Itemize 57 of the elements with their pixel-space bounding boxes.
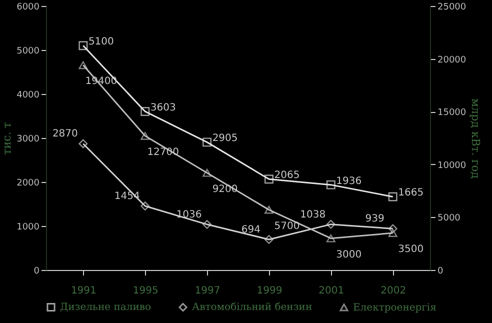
point [264, 234, 274, 244]
y-tick-label: 3000 [16, 134, 40, 144]
y2-tick-label: 20000 [438, 55, 466, 66]
data-label: 1936 [336, 176, 362, 187]
point [264, 174, 274, 184]
data-label: 5700 [274, 220, 300, 232]
data-label: 2905 [212, 133, 238, 144]
y-tick-label: 4000 [16, 90, 40, 100]
point [388, 224, 398, 234]
point [140, 132, 150, 140]
legend-label: Автомобільний бензин [192, 302, 312, 314]
data-label: 1036 [176, 209, 202, 220]
data-label: 3603 [150, 102, 176, 114]
point [140, 106, 150, 116]
point [202, 138, 212, 147]
y-tick-label: 0 [34, 266, 40, 276]
data-label: 5100 [88, 36, 114, 48]
y2-tick-label: 10000 [438, 160, 466, 171]
point [78, 139, 88, 148]
x-tick-label: 2002 [380, 286, 406, 296]
data-label: 939 [365, 214, 384, 225]
data-label: 694 [241, 224, 261, 236]
data-label: 3000 [336, 249, 362, 260]
y2-tick-label: 15000 [438, 108, 466, 118]
data-label: 2065 [274, 170, 300, 182]
y-axis-title: тис. т [0, 122, 14, 155]
point [326, 220, 336, 229]
point [78, 41, 88, 50]
data-label: 2870 [52, 128, 78, 140]
x-tick-label: 1997 [194, 286, 220, 296]
y2-tick-label: 5000 [438, 214, 461, 224]
point [326, 234, 336, 242]
y-tick-label: 2000 [16, 178, 40, 188]
y2-tick-label: 25000 [438, 2, 466, 12]
data-label: 3500 [398, 244, 424, 256]
x-tick-label: 1991 [70, 286, 96, 296]
data-label: 1038 [300, 209, 326, 220]
data-label: 1665 [398, 188, 424, 199]
point [202, 220, 212, 229]
point [388, 229, 398, 237]
point [326, 180, 336, 190]
point [202, 168, 212, 177]
data-label: 9200 [212, 184, 238, 195]
point [388, 192, 398, 202]
x-tick-label: 2001 [318, 286, 344, 296]
legend-label: Електроенергія [353, 302, 436, 314]
x-tick-label: 1995 [132, 286, 158, 296]
y-tick-label: 6000 [16, 2, 40, 12]
point [140, 202, 150, 210]
y2-axis-title: млрд кВт. год [469, 98, 482, 179]
point [78, 61, 88, 70]
y2-tick-label: 0 [438, 266, 444, 276]
y-tick-label: 5000 [16, 46, 40, 56]
legend-label: Дизельне паливо [60, 302, 152, 314]
y-tick-label: 1000 [16, 222, 40, 232]
x-tick-label: 1999 [256, 286, 282, 296]
point [264, 206, 274, 214]
